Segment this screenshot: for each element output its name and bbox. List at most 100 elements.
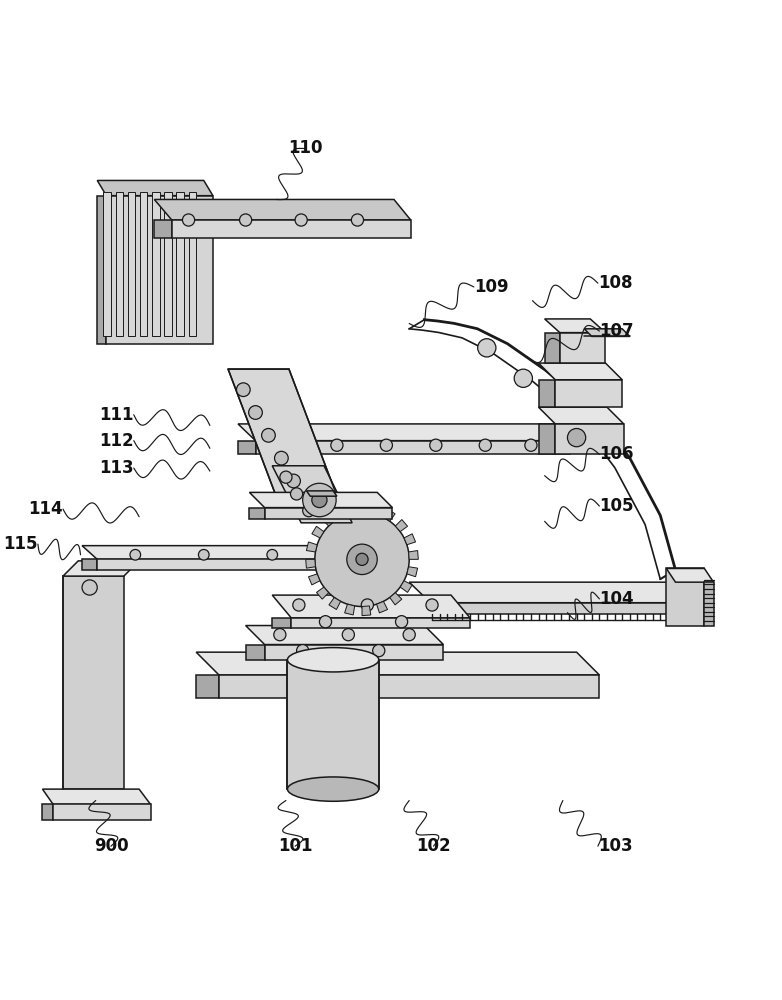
Polygon shape [249, 508, 264, 519]
Polygon shape [196, 652, 599, 675]
Circle shape [267, 549, 278, 560]
Polygon shape [103, 192, 111, 336]
Polygon shape [539, 363, 622, 380]
Polygon shape [53, 804, 150, 820]
Polygon shape [140, 192, 148, 336]
Polygon shape [307, 542, 317, 552]
Circle shape [274, 451, 289, 465]
Polygon shape [63, 576, 124, 789]
Circle shape [343, 629, 354, 641]
Circle shape [380, 439, 393, 451]
Polygon shape [246, 626, 443, 645]
Polygon shape [555, 424, 624, 454]
Polygon shape [152, 192, 160, 336]
Polygon shape [188, 192, 196, 336]
Polygon shape [317, 587, 328, 599]
Text: 110: 110 [288, 139, 322, 157]
Polygon shape [154, 220, 172, 238]
Polygon shape [172, 220, 411, 238]
Text: 109: 109 [474, 278, 508, 296]
Text: 101: 101 [278, 837, 312, 855]
Polygon shape [322, 514, 334, 526]
Polygon shape [431, 603, 689, 614]
Polygon shape [308, 574, 320, 585]
Polygon shape [705, 582, 713, 626]
Circle shape [130, 549, 141, 560]
Text: 108: 108 [598, 274, 633, 292]
Circle shape [396, 616, 407, 628]
Text: 900: 900 [94, 837, 128, 855]
Polygon shape [228, 369, 341, 506]
Circle shape [236, 383, 250, 397]
Polygon shape [238, 424, 571, 441]
Circle shape [525, 439, 537, 451]
Circle shape [361, 599, 374, 611]
Polygon shape [291, 618, 470, 628]
Polygon shape [63, 561, 139, 576]
Polygon shape [409, 582, 689, 603]
Polygon shape [539, 424, 555, 454]
Polygon shape [164, 192, 172, 336]
Circle shape [292, 599, 305, 611]
Circle shape [249, 406, 262, 419]
Polygon shape [238, 441, 256, 454]
Circle shape [568, 428, 586, 447]
Circle shape [346, 544, 377, 575]
Polygon shape [116, 192, 123, 336]
Polygon shape [409, 603, 431, 614]
Polygon shape [82, 559, 97, 570]
Circle shape [479, 439, 491, 451]
Text: 111: 111 [99, 406, 134, 424]
Text: 102: 102 [416, 837, 451, 855]
Polygon shape [666, 568, 705, 626]
Ellipse shape [288, 648, 378, 672]
Polygon shape [345, 604, 355, 615]
Text: 105: 105 [599, 497, 634, 515]
Circle shape [331, 439, 343, 451]
Circle shape [280, 471, 292, 483]
Circle shape [403, 629, 415, 641]
Polygon shape [196, 675, 219, 698]
Polygon shape [264, 508, 393, 519]
Circle shape [274, 629, 286, 641]
Polygon shape [42, 804, 53, 820]
Polygon shape [369, 504, 379, 514]
Circle shape [303, 505, 315, 517]
Circle shape [287, 474, 300, 488]
Polygon shape [272, 466, 352, 523]
Polygon shape [106, 196, 213, 344]
Polygon shape [539, 380, 555, 407]
Polygon shape [219, 675, 599, 698]
Text: 114: 114 [28, 500, 63, 518]
Polygon shape [404, 534, 415, 545]
Text: 104: 104 [599, 590, 634, 608]
Polygon shape [42, 789, 150, 804]
Text: 113: 113 [99, 459, 134, 477]
Polygon shape [329, 598, 341, 610]
Polygon shape [407, 567, 418, 577]
Circle shape [426, 599, 438, 611]
Polygon shape [154, 199, 411, 220]
Circle shape [199, 549, 209, 560]
Circle shape [351, 214, 364, 226]
Text: 115: 115 [3, 535, 38, 553]
Polygon shape [544, 319, 605, 333]
Polygon shape [306, 559, 315, 568]
Polygon shape [312, 526, 324, 538]
Polygon shape [396, 520, 407, 532]
Polygon shape [97, 180, 213, 196]
Circle shape [296, 645, 309, 657]
Polygon shape [177, 192, 184, 336]
Circle shape [182, 214, 195, 226]
Circle shape [282, 439, 293, 451]
Circle shape [515, 369, 533, 387]
Circle shape [373, 645, 385, 657]
Circle shape [295, 214, 307, 226]
Text: 107: 107 [599, 322, 634, 340]
Ellipse shape [288, 777, 378, 801]
Polygon shape [272, 595, 470, 618]
Circle shape [356, 553, 368, 565]
Polygon shape [400, 581, 412, 592]
Polygon shape [409, 551, 418, 559]
Polygon shape [555, 380, 622, 407]
